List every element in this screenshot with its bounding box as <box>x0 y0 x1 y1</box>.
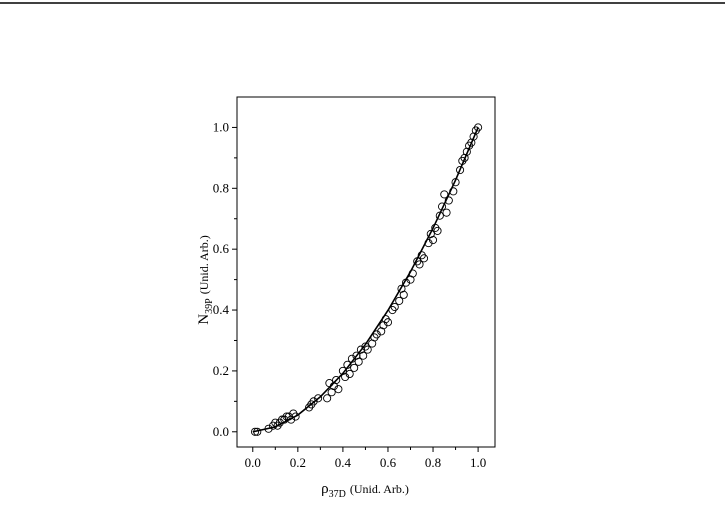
data-point <box>456 165 465 175</box>
data-point <box>419 254 429 263</box>
data-point <box>354 357 363 366</box>
data-point <box>323 394 332 403</box>
x-axis-label: ρ37D (Unid. Arb.) <box>321 481 409 500</box>
data-point <box>332 375 341 385</box>
data-point <box>440 190 449 199</box>
y-tick-label: 0.0 <box>213 424 229 439</box>
y-label-symbol: N <box>196 314 212 325</box>
x-label-unit: (Unid. Arb.) <box>350 482 409 496</box>
data-point <box>415 260 424 269</box>
fit-line <box>252 127 479 433</box>
data-point <box>363 345 372 354</box>
data-point <box>309 397 318 406</box>
x-tick-label: 0.4 <box>335 455 352 470</box>
data-point <box>395 296 404 305</box>
y-tick-label: 0.4 <box>213 302 230 317</box>
data-point <box>390 302 399 312</box>
data-point <box>334 385 343 394</box>
data-point <box>442 208 451 217</box>
y-tick-label: 1.0 <box>213 119 229 134</box>
x-tick-label: 0.0 <box>245 455 261 470</box>
x-tick-label: 0.8 <box>425 455 441 470</box>
data-point <box>399 290 408 299</box>
x-tick-label: 1.0 <box>470 455 486 470</box>
data-point <box>428 235 438 245</box>
data-point <box>341 372 350 382</box>
y-label-subscript: 39P <box>204 298 215 314</box>
data-point <box>474 123 483 132</box>
data-point <box>350 363 359 372</box>
data-point <box>383 318 393 327</box>
data-point <box>314 394 323 403</box>
x-label-subscript: 37D <box>329 489 346 500</box>
data-point <box>433 226 442 235</box>
data-point <box>372 330 381 339</box>
data-point <box>359 351 368 360</box>
data-point <box>250 427 260 436</box>
x-label-symbol: ρ <box>321 481 329 497</box>
plot-frame <box>236 96 496 448</box>
data-point <box>291 412 300 421</box>
y-tick-label: 0.8 <box>213 180 229 195</box>
y-tick-label: 0.2 <box>213 363 229 378</box>
x-tick-label: 0.6 <box>380 455 397 470</box>
x-tick-label: 0.2 <box>290 455 306 470</box>
y-label-unit: (Unid. Arb.) <box>197 235 211 294</box>
data-point <box>345 369 354 379</box>
y-axis-label: N39P (Unid. Arb.) <box>196 235 215 324</box>
y-tick-label: 0.6 <box>213 241 230 256</box>
